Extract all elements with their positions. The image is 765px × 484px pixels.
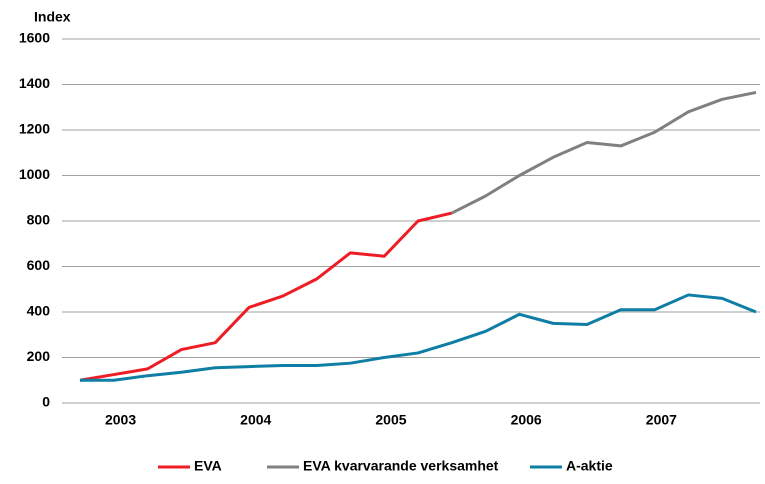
x-tick-label: 2003 — [105, 412, 136, 428]
y-tick-label: 800 — [27, 212, 51, 228]
y-tick-label: 1200 — [19, 121, 50, 137]
series-line — [80, 293, 757, 382]
y-axis-label: Index — [34, 9, 71, 25]
x-tick-label: 2006 — [511, 412, 542, 428]
legend-label: EVA kvarvarande verksamhet — [303, 458, 499, 474]
legend-label: EVA — [194, 458, 222, 474]
x-tick-label: 2004 — [240, 412, 271, 428]
y-tick-label: 400 — [27, 303, 51, 319]
series-line — [79, 211, 453, 382]
series-line — [451, 90, 757, 215]
legend-label: A-aktie — [566, 458, 613, 474]
y-tick-label: 0 — [42, 394, 50, 410]
y-tick-label: 1400 — [19, 75, 50, 91]
y-tick-label: 1000 — [19, 166, 50, 182]
y-tick-label: 200 — [27, 348, 51, 364]
x-tick-label: 2005 — [375, 412, 406, 428]
x-tick-label: 2007 — [646, 412, 677, 428]
y-tick-label: 600 — [27, 257, 51, 273]
y-tick-label: 1600 — [19, 30, 50, 46]
